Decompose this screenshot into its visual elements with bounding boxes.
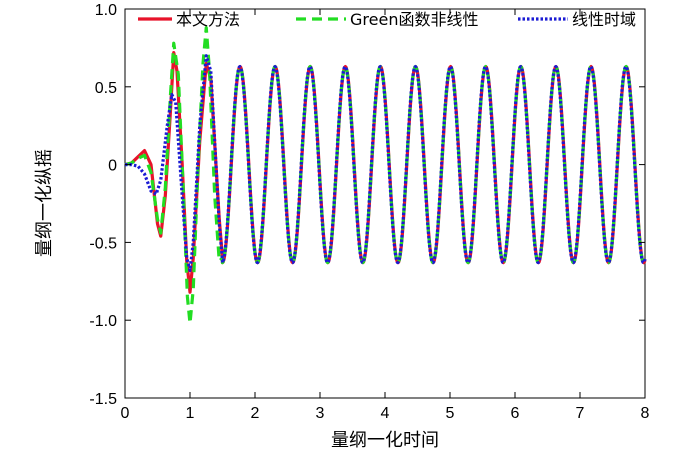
y-tick-label: 0	[108, 158, 117, 175]
x-tick-label: 2	[251, 405, 260, 422]
y-tick-label: -1.0	[89, 313, 117, 330]
axis-layer: 0 1 2 3 4 5 6 7 8 -1.5 -1.0 -0.5 0 0.5 1.0	[89, 2, 649, 422]
series-line	[125, 54, 647, 273]
y-axis-title: 量纲一化纵摇	[34, 149, 55, 257]
x-tick-label: 5	[446, 405, 455, 422]
y-tick-label: 0.5	[95, 80, 117, 97]
y-tick-label: -0.5	[89, 235, 117, 252]
y-tick-label: 1.0	[95, 2, 117, 19]
x-tick-label: 6	[511, 405, 520, 422]
legend-label: 本文方法	[176, 10, 240, 29]
x-axis-title: 量纲一化时间	[331, 430, 439, 451]
x-tick-label: 3	[316, 405, 325, 422]
legend-label: 线性时域	[572, 10, 636, 29]
x-tick-label: 7	[576, 405, 585, 422]
x-tick-label: 8	[641, 405, 650, 422]
legend-label: Green函数非线性	[350, 10, 478, 29]
y-tick-label: -1.5	[89, 391, 117, 408]
legend: 本文方法 Green函数非线性 线性时域	[138, 10, 636, 29]
x-tick-label: 0	[121, 405, 130, 422]
x-tick-label: 4	[381, 405, 390, 422]
series-layer	[124, 26, 647, 325]
series-line	[124, 26, 647, 325]
x-tick-label: 1	[186, 405, 195, 422]
